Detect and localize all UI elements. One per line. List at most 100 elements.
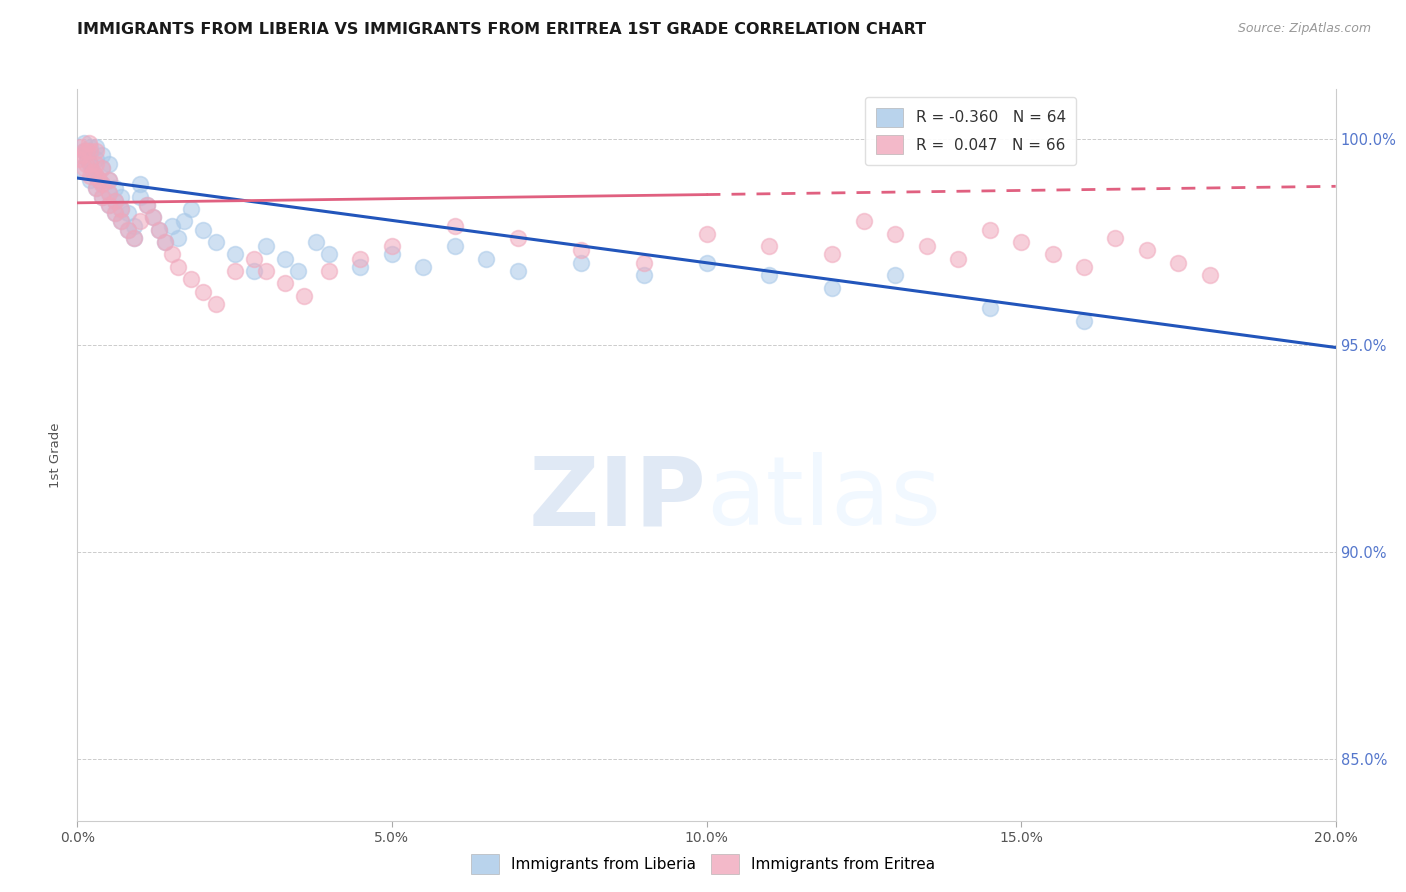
Point	[160, 247, 183, 261]
Point	[122, 231, 145, 245]
Point	[381, 247, 404, 261]
Point	[97, 156, 120, 170]
Point	[72, 136, 94, 150]
Point	[84, 144, 107, 158]
Point	[79, 144, 101, 158]
Point	[110, 189, 132, 203]
Point	[287, 264, 309, 278]
Point	[84, 181, 107, 195]
Point	[204, 297, 226, 311]
Point	[349, 260, 371, 274]
Point	[82, 165, 104, 179]
Point	[84, 169, 107, 183]
Point	[224, 247, 246, 261]
Point	[129, 214, 152, 228]
Point	[91, 148, 114, 162]
Point	[160, 219, 183, 233]
Point	[142, 211, 165, 225]
Text: Source: ZipAtlas.com: Source: ZipAtlas.com	[1237, 22, 1371, 36]
Point	[97, 173, 120, 187]
Point	[110, 202, 132, 216]
Point	[1042, 247, 1064, 261]
Point	[915, 239, 938, 253]
Point	[110, 214, 132, 228]
Point	[254, 239, 277, 253]
Point	[173, 214, 195, 228]
Point	[1073, 260, 1095, 274]
Point	[91, 189, 114, 203]
Point	[72, 144, 94, 158]
Point	[89, 173, 111, 187]
Point	[84, 156, 107, 170]
Point	[1104, 231, 1126, 245]
Legend: Immigrants from Liberia, Immigrants from Eritrea: Immigrants from Liberia, Immigrants from…	[465, 848, 941, 880]
Point	[180, 272, 202, 286]
Point	[444, 239, 467, 253]
Point	[155, 235, 177, 249]
Point	[104, 194, 127, 208]
Point	[633, 268, 655, 282]
Point	[167, 260, 190, 274]
Point	[1199, 268, 1222, 282]
Point	[696, 227, 718, 241]
Point	[1073, 313, 1095, 327]
Point	[84, 181, 107, 195]
Point	[821, 247, 844, 261]
Point	[1167, 256, 1189, 270]
Point	[122, 219, 145, 233]
Point	[69, 140, 91, 154]
Point	[758, 239, 780, 253]
Point	[242, 264, 264, 278]
Point	[148, 223, 170, 237]
Point	[224, 264, 246, 278]
Point	[117, 223, 139, 237]
Point	[76, 144, 98, 158]
Point	[305, 235, 328, 249]
Point	[82, 165, 104, 179]
Point	[884, 227, 907, 241]
Point	[79, 169, 101, 183]
Text: IMMIGRANTS FROM LIBERIA VS IMMIGRANTS FROM ERITREA 1ST GRADE CORRELATION CHART: IMMIGRANTS FROM LIBERIA VS IMMIGRANTS FR…	[77, 22, 927, 37]
Point	[104, 206, 127, 220]
Text: atlas: atlas	[707, 452, 942, 545]
Point	[381, 239, 404, 253]
Point	[569, 244, 592, 258]
Point	[167, 231, 190, 245]
Point	[274, 252, 297, 266]
Point	[104, 194, 127, 208]
Point	[633, 256, 655, 270]
Point	[91, 178, 114, 192]
Point	[821, 280, 844, 294]
Point	[142, 211, 165, 225]
Point	[696, 256, 718, 270]
Point	[84, 169, 107, 183]
Point	[84, 153, 107, 167]
Point	[77, 136, 100, 150]
Point	[948, 252, 970, 266]
Point	[79, 156, 101, 170]
Text: ZIP: ZIP	[529, 452, 707, 545]
Point	[72, 161, 94, 175]
Point	[72, 148, 94, 162]
Point	[979, 223, 1001, 237]
Point	[97, 198, 120, 212]
Point	[191, 223, 215, 237]
Point	[91, 189, 114, 203]
Point	[69, 161, 91, 175]
Point	[89, 173, 111, 187]
Point	[1010, 235, 1032, 249]
Point	[79, 156, 101, 170]
Point	[129, 178, 152, 192]
Point	[84, 140, 107, 154]
Point	[135, 198, 157, 212]
Point	[110, 214, 132, 228]
Point	[91, 161, 114, 175]
Point	[122, 231, 145, 245]
Point	[117, 206, 139, 220]
Point	[506, 264, 529, 278]
Point	[135, 198, 157, 212]
Point	[110, 202, 132, 216]
Point	[852, 214, 875, 228]
Point	[444, 219, 467, 233]
Point	[254, 264, 277, 278]
